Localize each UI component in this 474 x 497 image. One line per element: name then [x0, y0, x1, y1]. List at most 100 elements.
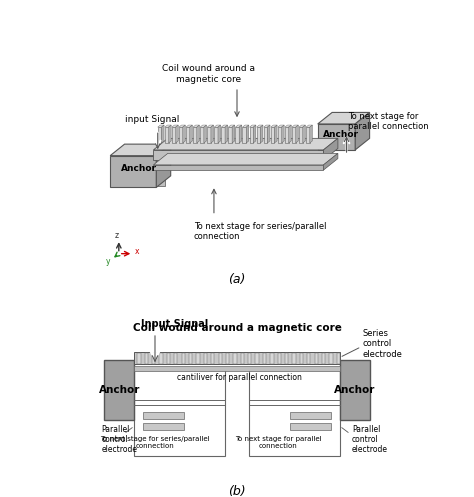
- Polygon shape: [179, 125, 185, 127]
- FancyBboxPatch shape: [219, 352, 222, 364]
- Polygon shape: [165, 127, 169, 143]
- Polygon shape: [271, 127, 274, 143]
- Text: cantiliver for parallel connection: cantiliver for parallel connection: [177, 373, 302, 382]
- Polygon shape: [221, 127, 225, 143]
- Polygon shape: [318, 124, 355, 150]
- Polygon shape: [267, 125, 270, 143]
- Polygon shape: [253, 125, 256, 143]
- Polygon shape: [158, 125, 164, 127]
- Text: z: z: [115, 231, 118, 240]
- Polygon shape: [310, 125, 312, 143]
- Polygon shape: [158, 127, 162, 143]
- FancyBboxPatch shape: [226, 352, 229, 364]
- Text: To next stage for
parallel connection: To next stage for parallel connection: [348, 112, 428, 131]
- Polygon shape: [225, 125, 228, 143]
- Polygon shape: [243, 125, 249, 127]
- Polygon shape: [264, 127, 267, 143]
- Text: (b): (b): [228, 485, 246, 497]
- Polygon shape: [292, 127, 296, 143]
- FancyBboxPatch shape: [104, 360, 135, 420]
- Polygon shape: [214, 127, 218, 143]
- Polygon shape: [190, 125, 192, 143]
- FancyBboxPatch shape: [233, 352, 237, 364]
- Polygon shape: [306, 125, 312, 127]
- FancyBboxPatch shape: [255, 352, 259, 364]
- Polygon shape: [218, 125, 220, 143]
- Text: Parallel
control
electrode: Parallel control electrode: [352, 425, 388, 454]
- Polygon shape: [256, 125, 263, 127]
- FancyBboxPatch shape: [329, 352, 333, 364]
- Polygon shape: [278, 127, 282, 143]
- Text: Anchor: Anchor: [334, 385, 375, 396]
- Polygon shape: [274, 125, 277, 143]
- Polygon shape: [260, 125, 263, 143]
- Polygon shape: [306, 127, 310, 143]
- FancyBboxPatch shape: [159, 352, 163, 364]
- FancyBboxPatch shape: [339, 360, 370, 420]
- FancyBboxPatch shape: [211, 352, 214, 364]
- Polygon shape: [278, 125, 284, 127]
- Polygon shape: [256, 127, 260, 143]
- Polygon shape: [110, 144, 171, 156]
- FancyBboxPatch shape: [278, 352, 281, 364]
- Polygon shape: [207, 127, 211, 143]
- Text: Parallel
control
electrode: Parallel control electrode: [102, 425, 137, 454]
- Text: To next stage for parallel
connection: To next stage for parallel connection: [235, 436, 321, 449]
- FancyBboxPatch shape: [241, 352, 244, 364]
- Polygon shape: [154, 170, 165, 186]
- Polygon shape: [249, 125, 256, 127]
- Text: (a): (a): [228, 273, 246, 286]
- Polygon shape: [156, 144, 171, 187]
- Polygon shape: [154, 138, 338, 150]
- Polygon shape: [292, 125, 298, 127]
- FancyBboxPatch shape: [145, 352, 148, 364]
- Polygon shape: [154, 150, 323, 160]
- Polygon shape: [243, 127, 246, 143]
- Polygon shape: [299, 127, 303, 143]
- Polygon shape: [228, 127, 232, 143]
- Polygon shape: [204, 125, 207, 143]
- Polygon shape: [186, 127, 190, 143]
- Text: To next stage for series/parallel
connection: To next stage for series/parallel connec…: [100, 436, 210, 449]
- Text: Anchor: Anchor: [99, 385, 140, 396]
- FancyBboxPatch shape: [248, 352, 251, 364]
- Polygon shape: [246, 125, 249, 143]
- Text: Series
control
electrode: Series control electrode: [363, 329, 402, 359]
- Polygon shape: [228, 125, 235, 127]
- Polygon shape: [355, 112, 370, 150]
- Polygon shape: [296, 125, 298, 143]
- Polygon shape: [207, 125, 213, 127]
- Text: input Signal: input Signal: [125, 115, 179, 124]
- FancyBboxPatch shape: [143, 413, 184, 419]
- FancyBboxPatch shape: [292, 352, 296, 364]
- Polygon shape: [165, 125, 171, 127]
- Text: To next stage for series/parallel
connection: To next stage for series/parallel connec…: [194, 222, 326, 242]
- FancyBboxPatch shape: [135, 366, 339, 371]
- FancyBboxPatch shape: [137, 352, 140, 364]
- Polygon shape: [172, 127, 175, 143]
- Text: y: y: [106, 257, 110, 266]
- Polygon shape: [182, 125, 185, 143]
- Text: Anchor: Anchor: [121, 164, 157, 172]
- Polygon shape: [162, 125, 164, 143]
- Text: Coil wound around a magnetic core: Coil wound around a magnetic core: [133, 323, 341, 333]
- Polygon shape: [197, 125, 200, 143]
- Text: Input Signal: Input Signal: [141, 319, 209, 329]
- Polygon shape: [236, 127, 239, 143]
- FancyBboxPatch shape: [290, 413, 331, 419]
- Polygon shape: [318, 112, 370, 124]
- Polygon shape: [186, 125, 192, 127]
- Polygon shape: [154, 154, 338, 165]
- FancyBboxPatch shape: [270, 352, 273, 364]
- Text: x: x: [135, 247, 139, 255]
- Polygon shape: [175, 125, 178, 143]
- Polygon shape: [271, 125, 277, 127]
- Polygon shape: [172, 125, 178, 127]
- FancyBboxPatch shape: [135, 352, 339, 364]
- FancyBboxPatch shape: [189, 352, 192, 364]
- Polygon shape: [211, 125, 213, 143]
- Polygon shape: [200, 125, 207, 127]
- Polygon shape: [154, 167, 169, 170]
- FancyBboxPatch shape: [322, 352, 325, 364]
- Polygon shape: [285, 125, 291, 127]
